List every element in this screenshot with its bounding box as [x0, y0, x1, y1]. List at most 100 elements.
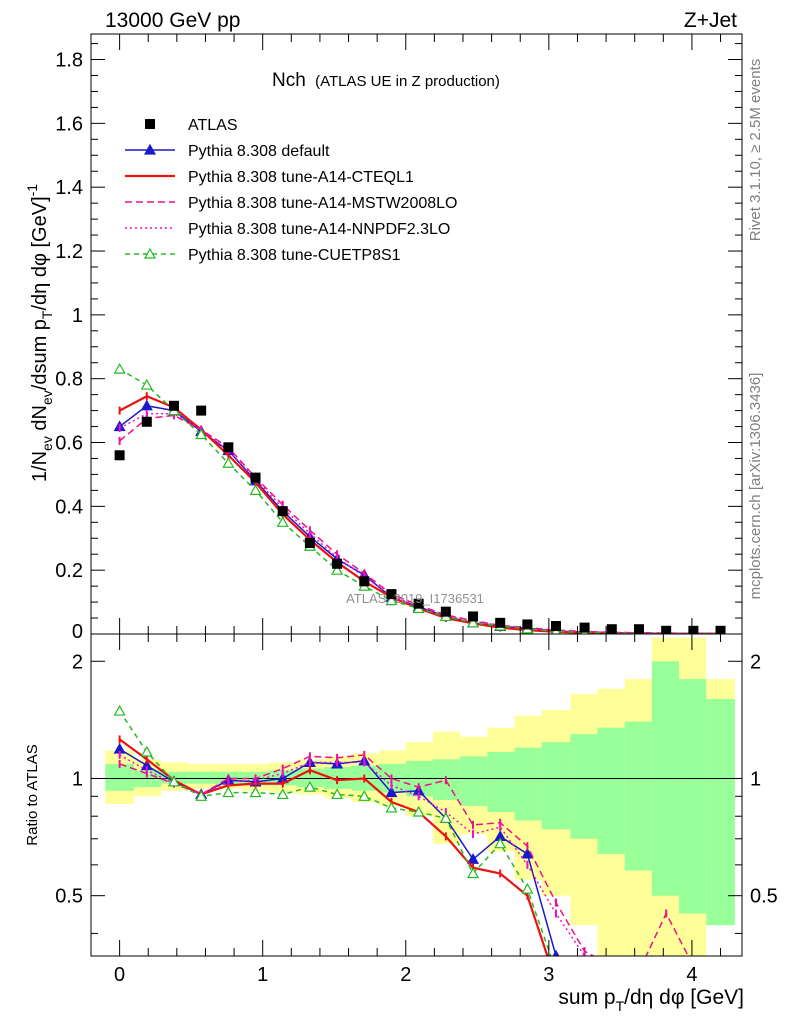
x-tick-label: 4 [686, 964, 697, 986]
ratio-ylabel: Ratio to ATLAS [24, 744, 41, 845]
atlas-data-point [522, 619, 533, 630]
cuetp-marker [222, 786, 235, 798]
collision-label: 13000 GeV pp [105, 9, 240, 32]
upper-y-tick-label: 1.4 [55, 177, 83, 199]
cuetp-marker [439, 812, 452, 823]
atlas-data-point [606, 624, 617, 634]
stat-uncertainty-band [460, 756, 488, 806]
stat-uncertainty-band [105, 763, 134, 791]
atlas-data-point [440, 606, 451, 617]
legend-label: Pythia 8.308 default [188, 143, 330, 160]
upper-ylabel: 1/Nev dNev/dsum pT/dη dφ [GeV]-1 [24, 184, 55, 482]
svg-text:1/Nev dNev/dsum pT/dη dφ [GeV: 1/Nev dNev/dsum pT/dη dφ [GeV]-1 [24, 184, 55, 482]
default-marker [385, 786, 398, 798]
legend: ATLAS Pythia 8.308 default Pythia 8.308 tu… [125, 117, 457, 264]
cuetp-marker [113, 704, 126, 716]
atlas-data-point [688, 625, 699, 634]
plot-title: Nch (ATLAS UE in Z production) [272, 70, 500, 91]
mcplots-label: mcplots.cern.ch [arXiv:1306.3436] [747, 373, 764, 600]
legend-label: ATLAS [188, 117, 238, 134]
cuetp-marker [222, 457, 235, 468]
cuetp-marker [331, 788, 344, 800]
analysis-watermark: ATLAS_2019_I1736531 [346, 591, 484, 606]
upper-y-tick-label: 1 [72, 305, 83, 327]
legend-item-cuetp: Pythia 8.308 tune-CUETP8S1 [125, 247, 401, 264]
legend-label: Pythia 8.308 tune-CUETP8S1 [188, 247, 401, 264]
cuetp-marker [466, 616, 480, 628]
x-tick-label: 3 [543, 964, 554, 986]
atlas-data-point [250, 472, 261, 483]
cuetp-marker [521, 882, 534, 894]
legend-marker [143, 247, 157, 259]
stat-uncertainty-band [624, 721, 652, 871]
atlas-data-point [413, 598, 424, 609]
cuetp-marker [303, 780, 316, 792]
cuetp-marker [249, 786, 262, 798]
x-tick-label: 1 [257, 964, 268, 986]
cuetp-marker [113, 362, 126, 374]
ratio-panel: 0 1 2 3 4 0.5 0.5 1 1 2 2 [55, 633, 778, 986]
legend-marker [143, 143, 157, 155]
stat-uncertainty-band [487, 751, 515, 813]
ratio-bands [105, 637, 735, 956]
atlas-data-point [223, 442, 234, 453]
cuetp-marker [195, 790, 208, 801]
upper-y-tick-label: 0.2 [55, 560, 83, 582]
atlas-data-point [196, 405, 207, 416]
default-marker [521, 847, 534, 859]
atlas-data-point [332, 558, 343, 569]
x-tick-label: 2 [400, 964, 411, 986]
upper-y-tick-label: 1.6 [55, 113, 83, 135]
atlas-data-point [468, 611, 479, 622]
legend-item-mstw: Pythia 8.308 tune-A14-MSTW2008LO [125, 195, 457, 212]
atlas-data-point [304, 538, 315, 549]
legend-label: Pythia 8.308 tune-A14-NNPDF2.3LO [188, 221, 450, 238]
stat-uncertainty-band [679, 679, 707, 914]
upper-y-tick-label: 0.6 [55, 433, 83, 455]
default-marker [466, 853, 480, 864]
ratio-y-tick-label-right: 1 [750, 768, 761, 790]
upper-y-tick-label: 1.2 [55, 241, 83, 263]
legend-item-nnpdf: Pythia 8.308 tune-A14-NNPDF2.3LO [125, 221, 450, 238]
ratio-y-tick-label-left: 0.5 [55, 886, 83, 908]
legend-marker [145, 119, 155, 129]
cuetp-marker [140, 378, 153, 390]
x-axis-label: sum pT/dη dφ [GeV] [558, 986, 744, 1014]
atlas-data-point [277, 506, 288, 517]
cuetp-marker [412, 805, 425, 817]
upper-y-tick-label: 0.4 [55, 496, 83, 518]
cuetp-marker [276, 788, 289, 800]
plot-title-sub: (ATLAS UE in Z production) [315, 73, 500, 90]
upper-y-tick-label: 1.8 [55, 50, 83, 72]
stat-uncertainty-band [514, 747, 542, 821]
atlas-data-point [551, 621, 561, 632]
atlas-data-point [661, 625, 672, 634]
stat-uncertainty-band [188, 771, 216, 784]
rivet-label: Rivet 3.1.10, ≥ 2.5M events [747, 59, 764, 242]
atlas-data-point [141, 416, 152, 427]
atlas-data-point [359, 576, 370, 587]
legend-item-cteql1: Pythia 8.308 tune-A14-CTEQL1 [125, 169, 414, 186]
ratio-y-tick-label-right: 2 [750, 651, 761, 673]
atlas-data-point [495, 617, 506, 628]
default-marker [580, 961, 590, 970]
atlas-data-point [168, 400, 179, 411]
atlas-data-point [579, 622, 590, 633]
stat-uncertainty-band [541, 742, 571, 830]
cuetp-marker [331, 563, 344, 575]
cuetp-marker [385, 801, 398, 813]
cuetp-marker [249, 484, 262, 495]
cuetp-marker [494, 837, 507, 849]
process-label: Z+Jet [684, 9, 737, 32]
nnpdf-upper-line [119, 413, 721, 634]
cuetp-marker [385, 594, 398, 606]
cuetp-marker [140, 745, 153, 757]
ratio-y-tick-label-right: 0.5 [750, 886, 778, 908]
cuetp-marker [195, 428, 208, 440]
plot-title-main: Nch [272, 70, 306, 91]
ratio-frame [90, 633, 743, 957]
ratio-y-tick-label-left: 1 [72, 768, 83, 790]
nnpdf-ratio-line [119, 754, 586, 956]
stat-uncertainty-band [597, 727, 625, 854]
